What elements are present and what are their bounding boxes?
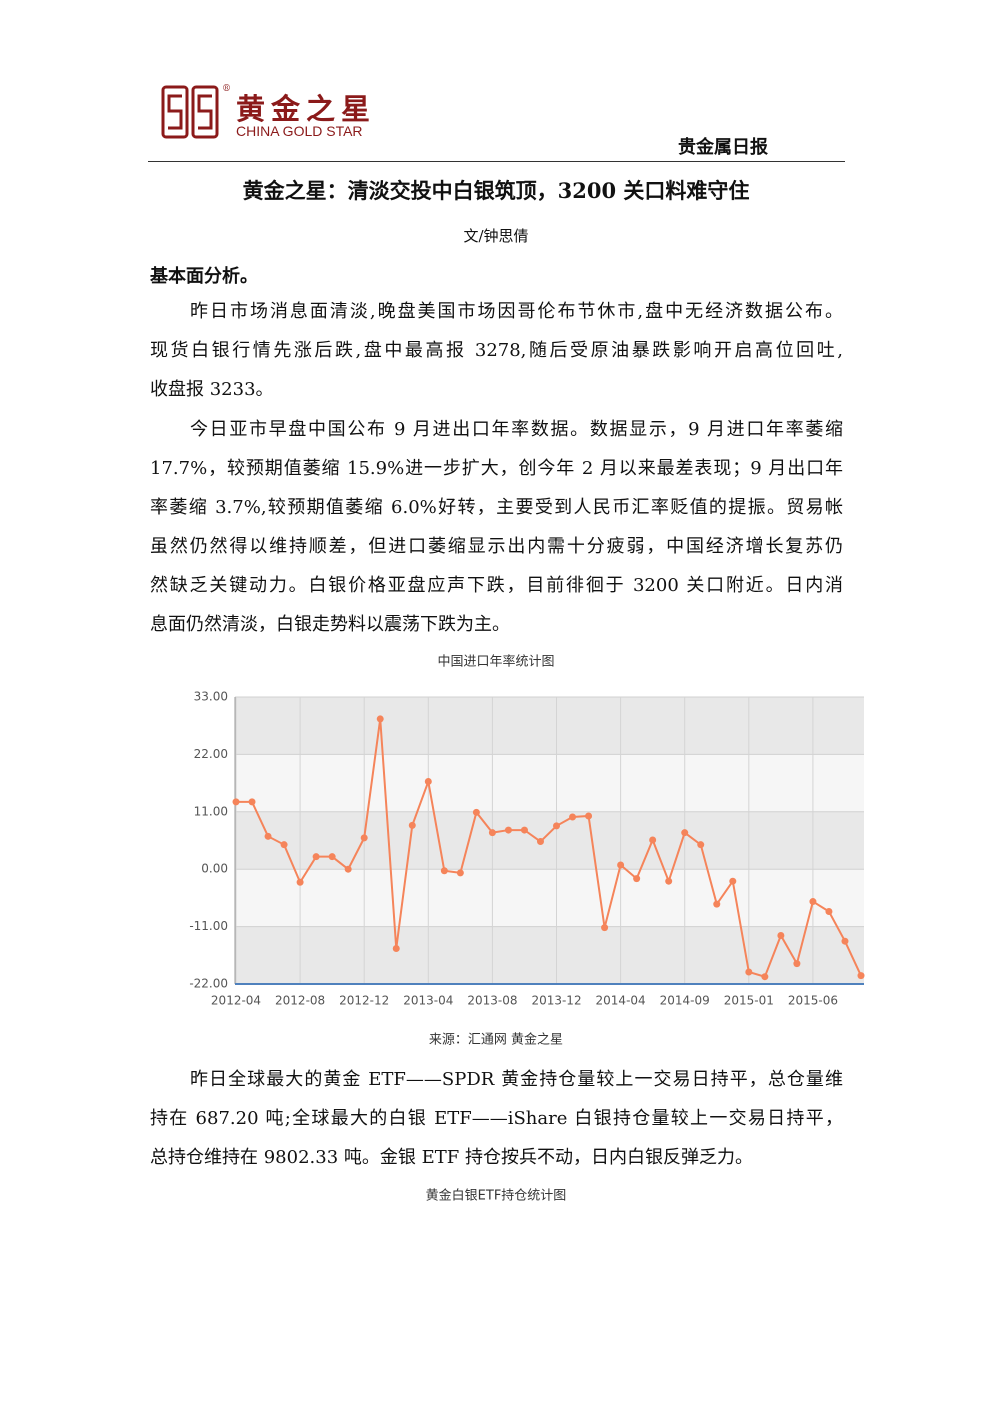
text-line: 总持仓维持在 9802.33 吨。金银 ETF 持仓按兵不动，日内白银反弹乏力。 xyxy=(150,1147,753,1168)
text-line: 息面仍然清淡，白银走势料以震荡下跌为主。 xyxy=(150,614,510,635)
data-point xyxy=(553,822,561,830)
x-tick-label: 2013-12 xyxy=(531,994,581,1008)
chart-source: 来源：汇通网 黄金之星 xyxy=(429,1032,563,1048)
data-point xyxy=(312,853,320,861)
text-line: 昨日全球最大的黄金 ETF——SPDR 黄金持仓量较上一交易日持平，总仓量维 xyxy=(190,1069,843,1090)
data-point xyxy=(857,972,865,980)
data-point xyxy=(472,808,480,816)
data-point xyxy=(761,973,769,981)
data-point xyxy=(809,898,817,906)
plot-band xyxy=(235,754,864,812)
registered-mark: ® xyxy=(222,84,231,94)
data-point xyxy=(697,841,705,849)
section-heading: 基本面分析。 xyxy=(150,266,258,287)
data-point xyxy=(296,878,304,886)
data-point xyxy=(536,838,544,846)
x-tick-label: 2014-04 xyxy=(596,994,646,1008)
y-tick-label: -11.00 xyxy=(189,919,228,933)
author: 文/钟思倩 xyxy=(463,227,529,245)
text-line: 17.7%，较预期值萎缩 15.9%进一步扩大，创今年 2 月以来最差表现；9 … xyxy=(150,458,843,479)
data-point xyxy=(665,877,673,885)
text-line: 今日亚市早盘中国公布 9 月进出口年率数据。数据显示，9 月进口年率萎缩 xyxy=(190,419,843,440)
data-point xyxy=(424,778,432,786)
text-line: 昨日市场消息面清淡,晚盘美国市场因哥伦布节休市,盘中无经济数据公布。 xyxy=(190,301,843,322)
data-point xyxy=(248,798,256,806)
data-point xyxy=(729,877,737,885)
chart-title: 中国进口年率统计图 xyxy=(437,654,554,670)
data-point xyxy=(585,812,593,820)
data-point xyxy=(713,900,721,908)
data-point xyxy=(617,861,625,869)
data-point xyxy=(649,836,657,844)
data-point xyxy=(488,829,496,837)
data-point xyxy=(264,832,272,840)
data-point xyxy=(328,853,336,861)
data-point xyxy=(601,924,609,932)
text-line: 然缺乏关键动力。白银价格亚盘应声下跌，目前徘徊于 3200 关口附近。日内消 xyxy=(150,575,843,596)
data-point xyxy=(633,875,641,883)
data-point xyxy=(376,715,384,723)
report-name: 贵金属日报 xyxy=(678,137,768,158)
data-point xyxy=(280,841,288,849)
data-point xyxy=(456,869,464,877)
x-tick-label: 2015-01 xyxy=(724,994,774,1008)
y-tick-label: 0.00 xyxy=(201,862,228,876)
x-tick-label: 2015-06 xyxy=(788,994,838,1008)
x-tick-label: 2013-08 xyxy=(467,994,517,1008)
y-tick-label: 22.00 xyxy=(194,747,228,761)
data-point xyxy=(793,960,801,968)
data-point xyxy=(344,865,352,873)
text-line: 虽然仍然得以维持顺差，但进口萎缩显示出内需十分疲弱，中国经济增长复苏仍 xyxy=(150,536,843,557)
x-tick-label: 2013-04 xyxy=(403,994,453,1008)
data-point xyxy=(408,821,416,829)
data-point xyxy=(745,968,753,976)
y-tick-label: 11.00 xyxy=(194,804,228,818)
data-point xyxy=(569,813,577,821)
x-tick-label: 2012-04 xyxy=(211,994,261,1008)
article-title: 黄金之星：清淡交投中白银筑顶，3200 关口料难守住 xyxy=(242,178,750,203)
logo-english: CHINA GOLD STAR xyxy=(236,123,363,139)
plot-band xyxy=(235,811,864,870)
data-point xyxy=(232,798,240,806)
plot-band xyxy=(235,926,864,984)
data-point xyxy=(520,826,528,834)
header-rule xyxy=(148,161,845,162)
chart-title-2: 黄金白银ETF持仓统计图 xyxy=(426,1188,567,1204)
x-tick-label: 2012-08 xyxy=(275,994,325,1008)
plot-band xyxy=(235,869,864,927)
x-tick-label: 2014-09 xyxy=(660,994,710,1008)
data-point xyxy=(777,931,785,939)
data-line xyxy=(236,718,862,978)
data-point xyxy=(681,829,689,837)
text-line: 率萎缩 3.7%,较预期值萎缩 6.0%好转，主要受到人民币汇率贬值的提振。贸易… xyxy=(150,497,843,518)
y-tick-label: 33.00 xyxy=(194,690,228,704)
text-line: 收盘报 3233。 xyxy=(150,379,274,400)
data-point xyxy=(825,907,833,915)
data-point xyxy=(440,867,448,875)
y-tick-label: -22.00 xyxy=(189,977,228,991)
data-point xyxy=(504,826,512,834)
logo-text: 黄金之星 xyxy=(236,92,377,126)
data-point xyxy=(392,945,400,953)
data-point xyxy=(841,937,849,945)
plot-band xyxy=(235,697,864,755)
logo-mark xyxy=(161,85,219,139)
x-tick-label: 2012-12 xyxy=(339,994,389,1008)
text-line: 持在 687.20 吨;全球最大的白银 ETF——iShare 白银持仓量较上一… xyxy=(150,1108,843,1129)
text-line: 现货白银行情先涨后跌,盘中最高报 3278,随后受原油暴跌影响开启高位回吐, xyxy=(150,340,843,361)
data-point xyxy=(360,834,368,842)
